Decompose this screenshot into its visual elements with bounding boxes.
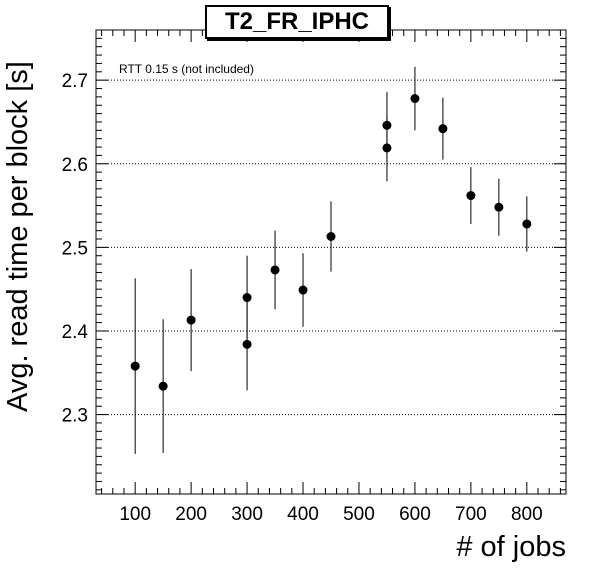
data-point (298, 285, 308, 295)
x-tick-label: 700 (455, 504, 487, 525)
x-tick-labels: 100 200 300 400 500 600 700 800 (119, 504, 542, 525)
x-tick-label: 300 (231, 504, 263, 525)
y-tick-label: 2.3 (62, 406, 88, 427)
axis-ticks (96, 29, 566, 494)
data-point (242, 339, 252, 349)
x-tick-label: 800 (511, 504, 543, 525)
y-tick-label: 2.5 (62, 238, 88, 259)
x-tick-label: 200 (175, 504, 207, 525)
x-tick-label: 500 (343, 504, 375, 525)
x-tick-label: 600 (399, 504, 431, 525)
data-point (186, 315, 196, 325)
data-point (158, 381, 168, 391)
data-point (326, 232, 336, 242)
chart-title: T2_FR_IPHC (205, 5, 389, 39)
data-point (466, 191, 476, 201)
x-tick-label: 400 (287, 504, 319, 525)
y-tick-labels: 2.3 2.4 2.5 2.6 2.7 (62, 71, 89, 426)
data-point (410, 94, 420, 104)
y-tick-label: 2.4 (62, 322, 89, 343)
x-tick-label: 100 (119, 504, 151, 525)
data-points (130, 66, 532, 454)
data-point (494, 202, 504, 212)
y-tick-label: 2.7 (62, 71, 88, 92)
data-point (242, 293, 252, 303)
data-point (438, 124, 448, 134)
y-tick-label: 2.6 (62, 155, 88, 176)
y-axis-label: Avg. read time per block [s] (2, 61, 34, 412)
x-axis-label: # of jobs (456, 531, 566, 563)
data-point (130, 361, 140, 371)
data-point (270, 265, 280, 275)
data-point (522, 219, 532, 229)
data-point (382, 143, 392, 153)
rtt-annotation: RTT 0.15 s (not included) (119, 62, 254, 76)
